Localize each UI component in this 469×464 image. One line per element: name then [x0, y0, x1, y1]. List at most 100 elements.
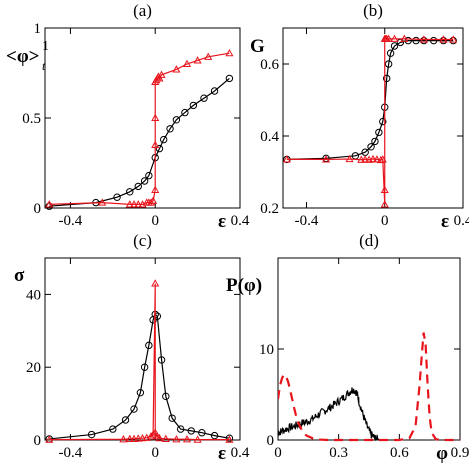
x-tick-label: 0	[274, 445, 282, 461]
y-tick-label: 0.5	[22, 111, 41, 127]
data-point-circle	[210, 431, 219, 440]
data-point-triangle	[134, 200, 143, 208]
plot-frame	[44, 27, 241, 209]
data-point-triangle	[361, 155, 370, 163]
data-point-circle	[113, 193, 121, 201]
y-axis-label: <φ>	[6, 46, 40, 67]
series-black	[45, 74, 234, 210]
data-point-triangle	[172, 435, 181, 443]
data-point-triangle	[146, 432, 156, 440]
data-point-triangle	[321, 155, 331, 163]
y-tick-label: 0.6	[260, 57, 279, 73]
chart-panel-2: (b) -0.4 0 0.4 0.2 0.4 0.6 ε G	[250, 1, 469, 232]
y-tick-label: 0	[267, 433, 275, 449]
chart-panel-3: (c) -0.4 0 0.4 0 20 40 ε σ	[14, 231, 250, 464]
data-point-circle	[187, 427, 195, 435]
y-tick-label: 20	[26, 360, 41, 376]
data-point-circle	[225, 434, 234, 442]
x-tick-label: 0.9	[451, 445, 469, 461]
series-black	[283, 36, 457, 164]
data-point-circle	[439, 36, 448, 45]
data-point-circle	[162, 392, 170, 401]
x-tick-label: 0.3	[329, 445, 348, 461]
data-point-circle	[109, 425, 117, 433]
data-point-triangle	[368, 154, 378, 163]
data-point-circle	[87, 430, 96, 439]
x-tick-label: 0.4	[231, 213, 250, 229]
plot-frame	[277, 257, 461, 441]
data-point-triangle	[98, 198, 107, 206]
series-line	[49, 313, 230, 440]
data-point-circle	[145, 341, 153, 350]
y-tick-label: 0.2	[260, 201, 279, 217]
y-tick-label: 0.4	[260, 129, 279, 145]
data-point-circle	[384, 60, 393, 68]
x-axis-label: φ	[436, 443, 448, 464]
data-point-circle	[130, 405, 138, 413]
plot-area	[278, 332, 460, 442]
data-point-circle	[198, 429, 206, 437]
data-point-triangle	[193, 435, 202, 443]
data-point-triangle	[380, 200, 389, 208]
data-point-triangle	[119, 435, 128, 443]
data-point-triangle	[225, 48, 234, 57]
x-tick-label: 0.6	[390, 445, 409, 461]
y-axis-label: P(φ)	[226, 275, 262, 296]
plot-area	[45, 48, 234, 210]
chart-panel-4: (d) 0 0.3 0.6 0.9 0 10 φ P(φ)	[226, 231, 469, 464]
data-point-triangle	[45, 435, 54, 443]
data-point-circle	[172, 116, 181, 124]
data-point-triangle	[129, 434, 139, 442]
panel-title: (b)	[363, 1, 383, 20]
data-point-circle	[412, 36, 420, 45]
x-tick-label: 0	[381, 213, 389, 229]
data-point-circle	[375, 128, 383, 137]
data-point-circle	[168, 414, 176, 422]
data-point-triangle	[345, 154, 354, 163]
data-point-circle	[134, 182, 142, 191]
data-point-triangle	[390, 34, 399, 42]
y-tick-label: 0	[34, 201, 42, 217]
data-point-triangle	[372, 155, 381, 163]
data-point-triangle	[125, 434, 134, 442]
data-point-circle	[126, 188, 134, 196]
data-point-triangle	[151, 140, 160, 149]
y-tick-label: 0	[34, 433, 42, 449]
data-point-circle	[145, 171, 153, 180]
data-point-circle	[159, 135, 168, 144]
data-point-circle	[140, 177, 149, 185]
data-point-triangle	[182, 59, 192, 68]
data-point-triangle	[283, 155, 291, 163]
x-tick-label: -0.4	[59, 445, 83, 461]
data-point-circle	[382, 74, 391, 83]
panel-title: (a)	[133, 1, 152, 20]
data-point-triangle	[161, 434, 170, 442]
series-black	[278, 387, 384, 442]
series-red	[278, 332, 460, 442]
plot-frame	[44, 257, 241, 441]
data-point-triangle	[449, 35, 458, 43]
data-point-triangle	[151, 428, 160, 436]
data-point-circle	[390, 42, 399, 50]
data-point-circle	[136, 388, 145, 397]
x-axis-label: ε	[218, 443, 226, 464]
data-point-circle	[379, 117, 387, 126]
data-point-triangle	[378, 155, 387, 163]
data-point-triangle	[151, 185, 160, 194]
data-point-triangle	[157, 70, 166, 78]
data-point-triangle	[204, 52, 213, 60]
x-tick-label: 0.4	[231, 445, 250, 461]
panel-title: (d)	[359, 231, 379, 250]
data-point-triangle	[193, 56, 202, 64]
data-point-circle	[200, 94, 208, 102]
data-point-circle	[420, 36, 428, 45]
data-point-circle	[404, 36, 412, 45]
data-point-triangle	[149, 196, 158, 204]
data-point-circle	[181, 108, 189, 117]
data-point-circle	[386, 49, 395, 57]
y-axis-label-subscript: t	[42, 59, 46, 73]
data-point-triangle	[182, 435, 192, 443]
x-axis-label: ε	[441, 211, 449, 232]
data-point-circle	[157, 356, 166, 364]
